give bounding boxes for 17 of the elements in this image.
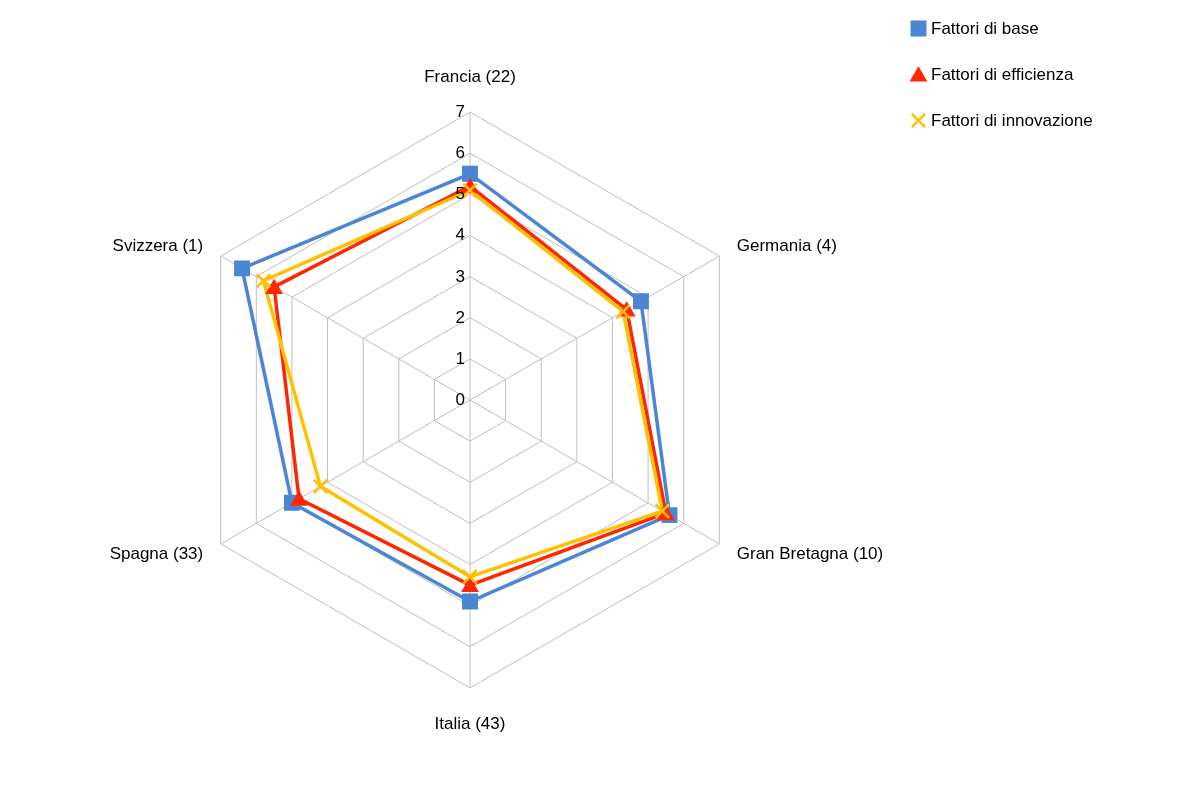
y-tick-label: 7: [455, 102, 466, 122]
spoke-label: Francia (22): [424, 66, 516, 86]
legend-label: Fattori di efficienza: [931, 64, 1074, 84]
y-tick-label: 3: [455, 266, 466, 286]
legend-label: Fattori di innovazione: [931, 110, 1093, 130]
y-tick-label: 1: [455, 348, 466, 368]
spoke-label: Spagna (33): [109, 544, 204, 564]
legend-label: Fattori di base: [931, 18, 1039, 38]
y-tick-label: 4: [455, 225, 466, 245]
spoke-label: Svizzera (1): [112, 235, 204, 255]
y-tick-label: 2: [455, 307, 466, 327]
spoke-label: Italia (43): [434, 714, 506, 734]
spoke-label: Germania (4): [736, 235, 837, 255]
y-tick-label: 0: [455, 390, 466, 409]
spoke-label: Gran Bretagna (10): [736, 544, 884, 564]
y-tick-label: 6: [455, 143, 466, 163]
y-tick-label: 5: [455, 184, 466, 204]
